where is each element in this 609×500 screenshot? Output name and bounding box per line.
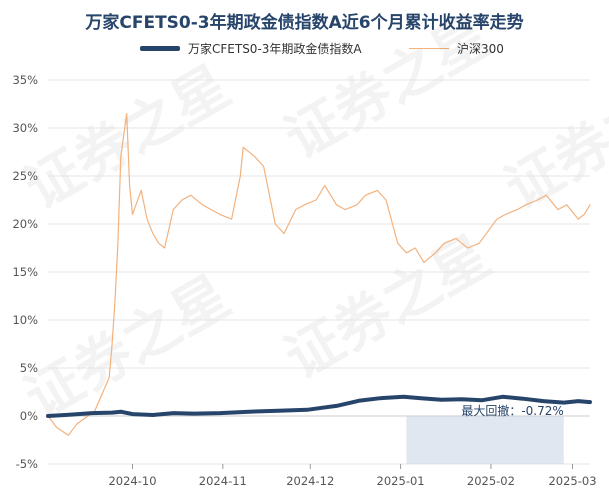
x-tick-label: 2025-03: [548, 474, 596, 488]
legend-label-index: 沪深300: [457, 42, 504, 56]
legend-swatch-fund: [140, 46, 180, 51]
drawdown-region: [406, 416, 564, 464]
x-axis: 2024-10 2024-11 2024-12 2025-01 2025-02 2025-…: [108, 464, 597, 488]
legend-swatch-index: [409, 48, 449, 49]
series-line-index: [47, 113, 591, 436]
y-axis: 35% 30% 25% 20% 15% 10% 5% 0% -5%: [12, 73, 38, 471]
watermark-text: 证券之星: [275, 224, 501, 392]
y-tick-label: 15%: [12, 265, 38, 279]
x-tick-label: 2025-02: [467, 474, 515, 488]
y-tick-label: 5%: [20, 361, 38, 375]
x-tick-label: 2024-12: [286, 474, 334, 488]
y-tick-label: -5%: [16, 457, 38, 471]
y-tick-label: 25%: [12, 169, 38, 183]
legend-item-fund[interactable]: 万家CFETS0-3年期政金债指数A: [140, 40, 362, 57]
x-tick-label: 2024-11: [199, 474, 247, 488]
max-drawdown-label: 最大回撤：-0.72%: [461, 403, 563, 418]
y-tick-label: 0%: [20, 409, 38, 423]
y-tick-label: 35%: [12, 73, 38, 87]
series-line-fund: [46, 394, 592, 418]
x-tick-label: 2024-10: [108, 474, 156, 488]
y-tick-label: 10%: [12, 313, 38, 327]
watermark-text: 证券之星: [15, 264, 241, 432]
legend: 万家CFETS0-3年期政金债指数A 沪深300: [0, 40, 609, 60]
watermark-text: 证券之星: [275, 4, 501, 172]
x-tick-label: 2025-01: [377, 474, 425, 488]
y-tick-label: 20%: [12, 217, 38, 231]
y-tick-label: 30%: [12, 121, 38, 135]
legend-label-fund: 万家CFETS0-3年期政金债指数A: [188, 42, 362, 56]
annotations: 最大回撤：-0.72%: [461, 403, 563, 418]
series-lines: [46, 113, 592, 436]
watermark-text: 证券之星: [495, 54, 609, 222]
drawdown-shade: [406, 416, 564, 464]
chart-title: 万家CFETS0-3年期政金债指数A近6个月累计收益率走势: [85, 13, 524, 33]
legend-item-index[interactable]: 沪深300: [409, 40, 504, 57]
